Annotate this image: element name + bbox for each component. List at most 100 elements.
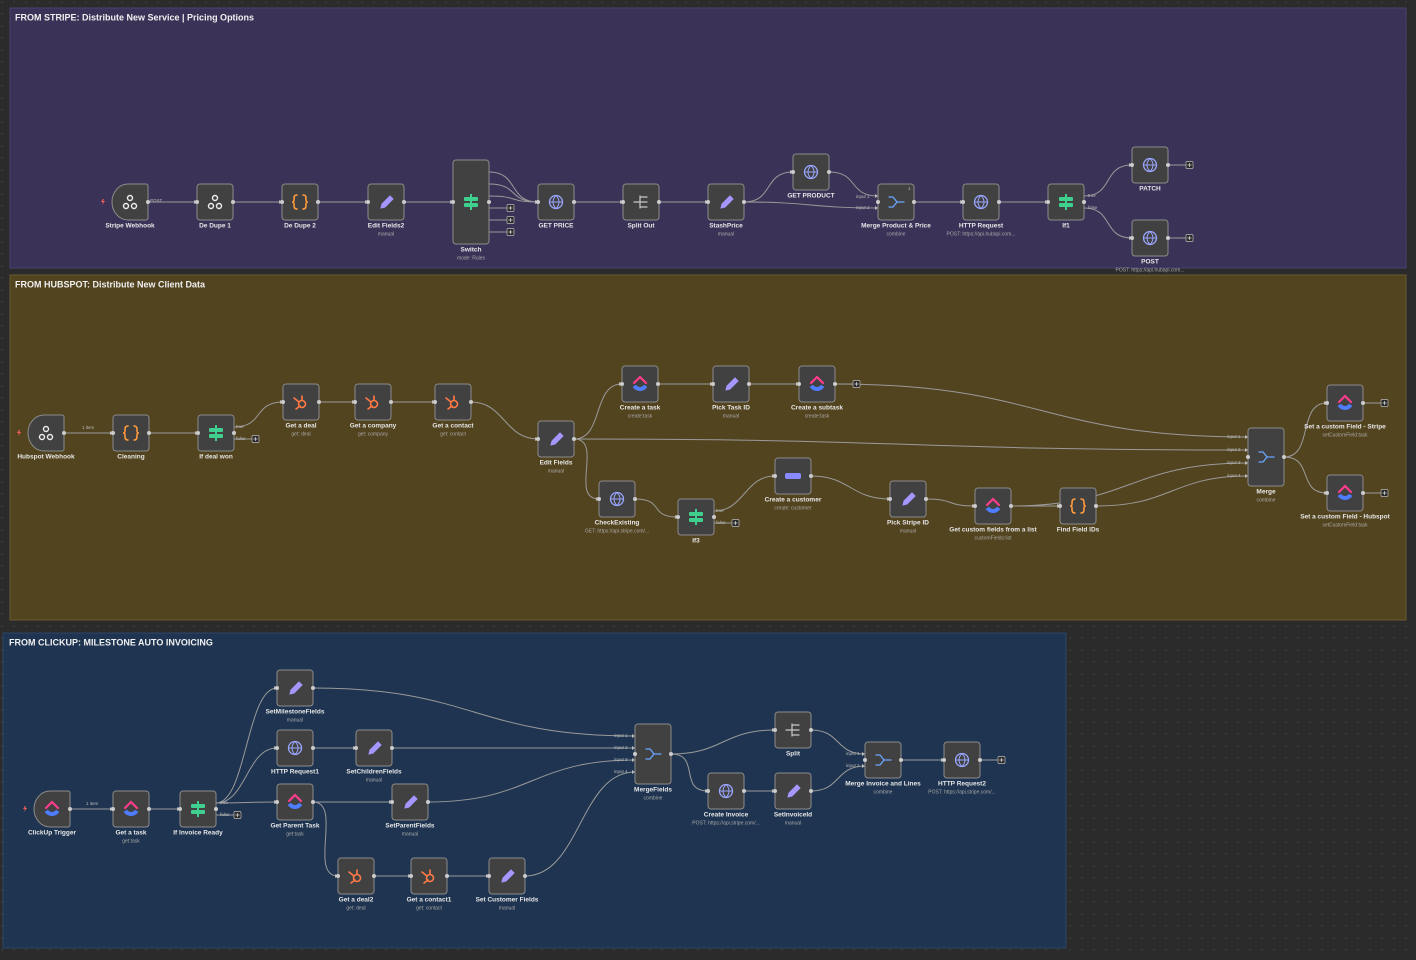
port-label: input 1 <box>1227 434 1241 439</box>
workflow-node[interactable]: Split <box>773 711 813 758</box>
node-label: SetParentFields <box>385 823 435 830</box>
plus-icon <box>508 230 513 234</box>
connection <box>573 383 623 440</box>
input-port <box>706 789 710 793</box>
port-label: false <box>716 520 726 525</box>
section-title: FROM STRIPE: Distribute New Service | Pr… <box>15 12 254 22</box>
node-icon <box>38 433 46 441</box>
output-port <box>669 752 673 756</box>
node-subtitle: POST: https://api.hubapi.com... <box>1116 267 1185 273</box>
input-port <box>195 200 199 204</box>
output-port <box>747 382 751 386</box>
node-subtitle: combine <box>887 231 906 237</box>
node-icon <box>610 492 624 507</box>
workflow-node[interactable]: Set a custom Field - HubspotsetCustomFie… <box>1300 474 1391 528</box>
node-icon <box>445 395 455 410</box>
node-icon <box>46 433 54 441</box>
input-port <box>797 382 801 386</box>
node-label: Get a company <box>350 423 397 430</box>
node-subtitle: create:task <box>628 413 653 419</box>
workflow-node[interactable]: Get custom fields from a listcustomField… <box>949 487 1038 541</box>
input-port <box>536 437 540 441</box>
input-port <box>942 758 946 762</box>
node-subtitle: manual <box>900 528 916 534</box>
output-port <box>389 400 393 404</box>
output-port <box>924 497 928 501</box>
workflow-node[interactable]: HTTP Request1 <box>271 729 319 776</box>
plus-icon <box>733 521 738 525</box>
output-port <box>899 758 903 762</box>
node-icon <box>123 800 139 810</box>
workflow-node[interactable]: Set a custom Field - StripesetCustomFiel… <box>1304 384 1386 438</box>
connection <box>1083 164 1133 197</box>
workflow-node[interactable]: Hubspot Webhook <box>17 414 75 461</box>
connection <box>1283 456 1328 494</box>
port-label: true <box>236 424 244 429</box>
node-icon <box>1337 403 1353 410</box>
workflow-node[interactable]: If3 <box>676 498 716 545</box>
workflow-node[interactable]: PATCH <box>1130 146 1170 193</box>
input-port <box>876 200 880 204</box>
port-label: input 3 <box>614 757 628 762</box>
workflow-node[interactable]: If Invoice Ready <box>173 790 223 837</box>
plus-icon <box>1382 491 1387 495</box>
node-icon <box>288 741 302 756</box>
workflow-node[interactable]: De Dupe 1 <box>195 183 235 230</box>
node-box <box>354 383 392 421</box>
arrow <box>1245 461 1248 465</box>
workflow-node[interactable]: GET PRICE <box>536 183 576 230</box>
node-label: ClickUp Trigger <box>28 830 77 837</box>
workflow-node[interactable]: GET PRODUCT <box>787 153 835 200</box>
workflow-node[interactable]: If deal won <box>196 414 236 461</box>
node-subtitle: setCustomField:task <box>1322 432 1368 438</box>
connection <box>1095 475 1249 507</box>
node-icon <box>875 754 892 766</box>
workflow-node[interactable]: Stripe Webhook <box>101 183 155 230</box>
input-port <box>409 874 413 878</box>
node-label: If1 <box>1062 223 1070 230</box>
workflow-node[interactable]: ClickUp Trigger <box>23 790 77 837</box>
workflow-node[interactable]: Cleaning <box>111 414 151 461</box>
node-icon <box>1337 493 1353 500</box>
workflow-node[interactable]: De Dupe 2 <box>280 183 320 230</box>
node-icon <box>787 784 801 798</box>
node-subtitle: create:task <box>805 413 830 419</box>
output-port <box>657 200 661 204</box>
arrow <box>632 734 635 738</box>
node-icon <box>404 795 418 809</box>
connection <box>573 438 600 500</box>
workflow-node[interactable]: Find Field IDs <box>1057 487 1100 534</box>
workflow-node[interactable]: If1 <box>1046 183 1086 230</box>
workflow-node[interactable]: Split Out <box>621 183 661 230</box>
